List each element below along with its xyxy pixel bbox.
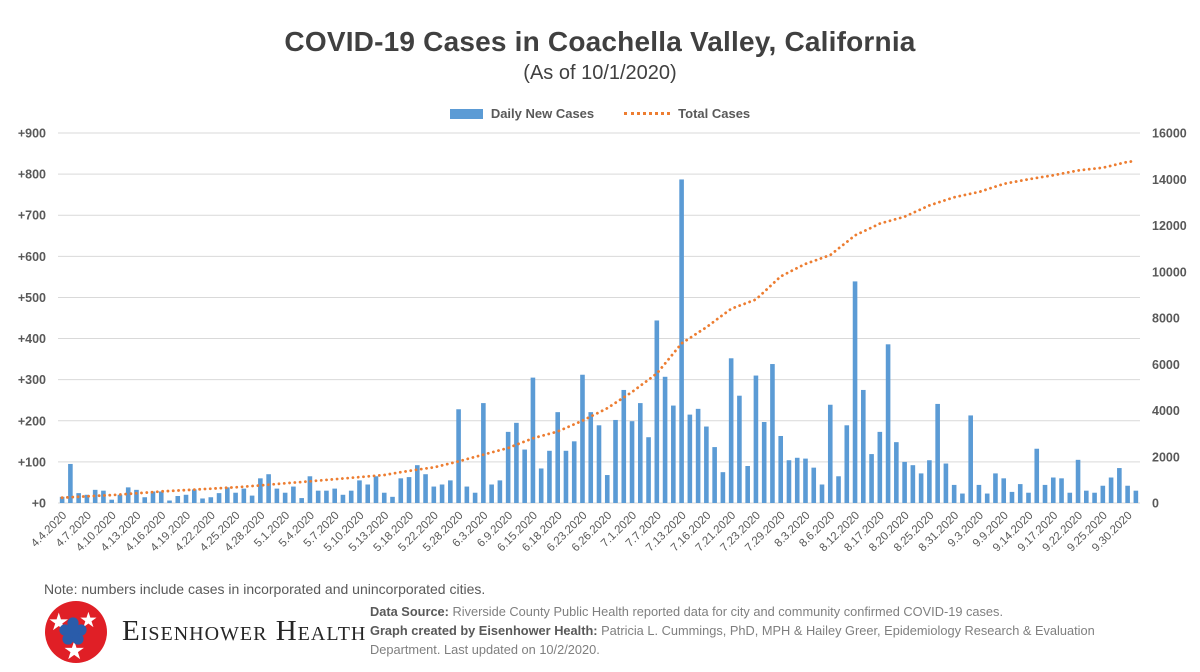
credit-line-2: Department. Last updated on 10/2/2020. [370,642,600,658]
eisenhower-health-logo: ★ ★ ★ Eisenhower Health [42,597,366,665]
data-source-line: Data Source: Riverside County Public Hea… [370,602,1145,621]
clover-icon [59,617,87,645]
svg-text:+700: +700 [18,209,46,223]
svg-text:4000: 4000 [1152,404,1180,418]
legend-label-daily: Daily New Cases [490,106,595,121]
data-source-label: Data Source: [370,604,449,619]
svg-text:+200: +200 [18,414,46,428]
svg-text:14000: 14000 [1152,173,1187,187]
svg-text:16000: 16000 [1152,127,1187,141]
chart-subtitle: (As of 10/1/2020) [523,62,677,84]
legend-item-total-cases: Total Cases [624,106,750,121]
svg-text:12000: 12000 [1152,219,1187,233]
x-axis-ticks: 4.4.20204.7.20204.10.20204.13.20204.16.2… [29,510,1135,555]
svg-text:2000: 2000 [1152,450,1180,464]
credit-text: Patricia L. Cummings, PhD, MPH & Hailey … [597,623,1095,639]
svg-text:+800: +800 [18,168,46,182]
chart-title: COVID-19 Cases in Coachella Valley, Cali… [284,26,916,57]
svg-text:0: 0 [1152,497,1159,511]
logo-wordmark: Eisenhower Health [122,614,367,647]
svg-text:+500: +500 [18,291,46,305]
svg-text:+100: +100 [18,455,46,469]
svg-text:8000: 8000 [1152,312,1180,326]
credit-label: Graph created by Eisenhower Health: [370,623,598,639]
dotted-line-swatch-icon [624,112,671,115]
total-cases-dotted-line [60,159,1138,500]
right-axis-ticks: 0 2000 4000 6000 8000 10000 12000 14000 16000 [1152,127,1187,511]
svg-text:6000: 6000 [1152,358,1180,372]
left-axis-ticks: +0 +100 +200 +300 +400 +500 +600 +700 +800 +900 [18,127,46,511]
svg-text:+400: +400 [18,332,46,346]
chart-legend: Daily New Cases Total Cases [0,106,1200,121]
eisenhower-health-logo-icon: ★ ★ ★ [45,601,107,665]
svg-text:+600: +600 [18,250,46,264]
svg-text:+900: +900 [18,127,46,141]
footer-credits: Data Source: Riverside County Public Hea… [370,602,1145,660]
svg-text:+0: +0 [32,497,46,511]
bar-swatch-icon [449,108,483,119]
chart-canvas: +0 +100 +200 +300 +400 +500 +600 +700 +800 +900 0 2… [18,127,1187,555]
credit-line: Graph created by Eisenhower Health: Patr… [370,621,1145,640]
svg-text:+300: +300 [18,373,46,387]
svg-text:10000: 10000 [1152,265,1187,279]
data-source-text: Riverside County Public Health reported … [448,604,1003,619]
bar-series-daily-new-cases [59,179,1139,503]
legend-item-daily-new-cases: Daily New Cases [449,106,595,121]
footnote: Note: numbers include cases in incorpora… [44,581,486,597]
legend-label-total: Total Cases [678,106,751,121]
